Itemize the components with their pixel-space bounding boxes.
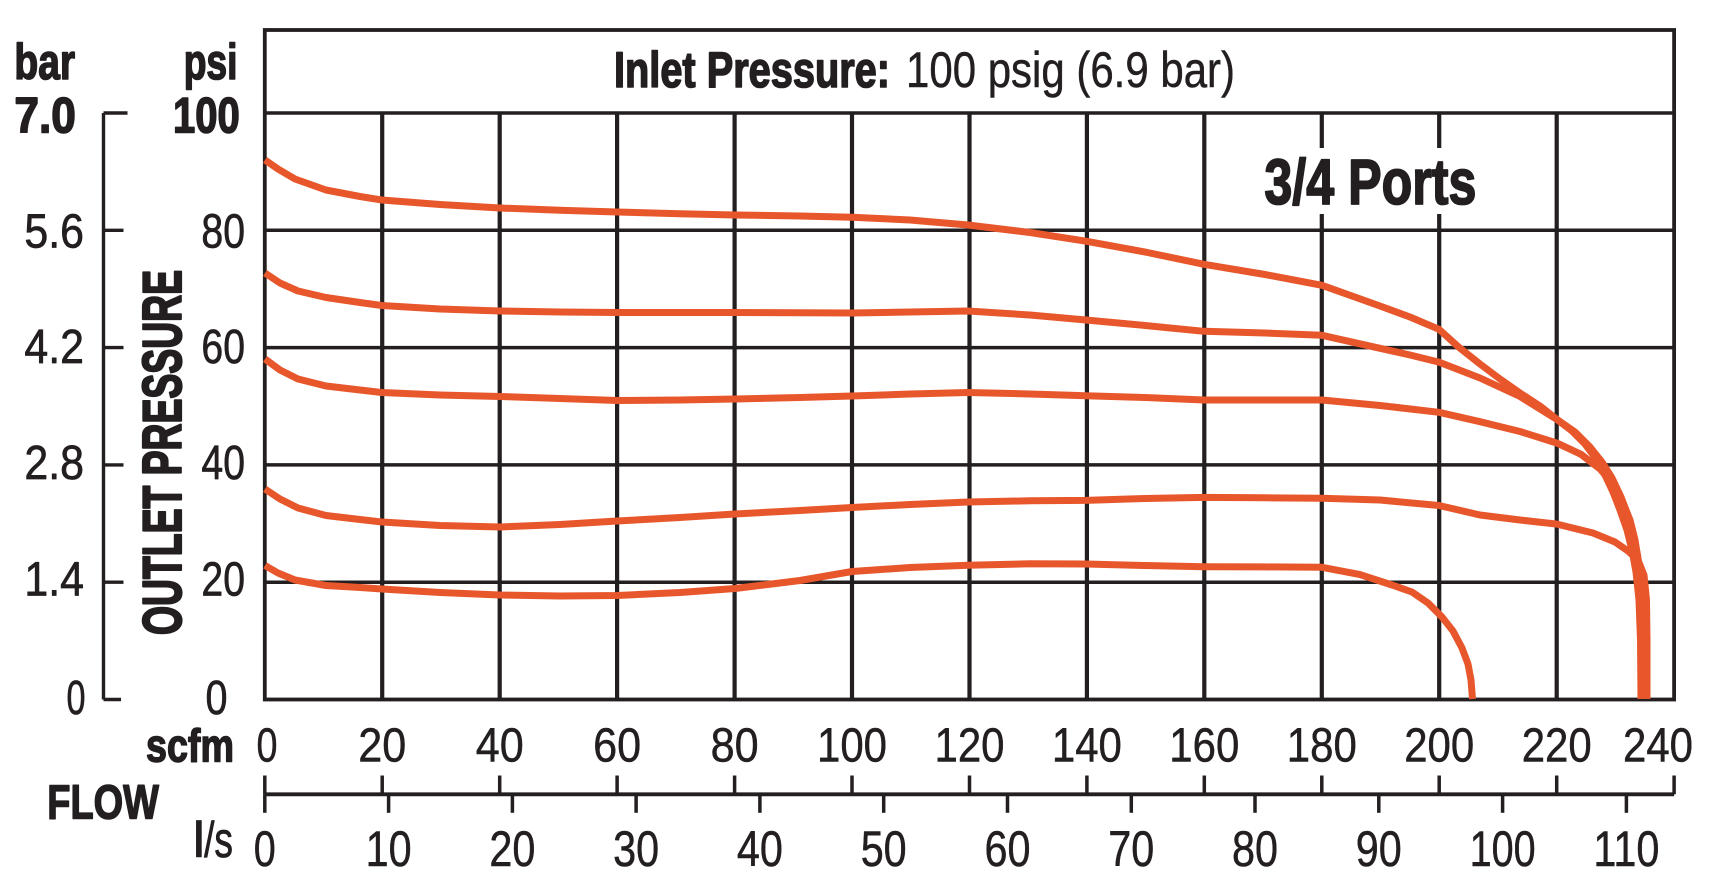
svg-text:80: 80 [1232,821,1278,877]
svg-text:100: 100 [817,720,887,773]
svg-text:50: 50 [861,821,907,877]
svg-text:20: 20 [489,821,535,877]
svg-text:100: 100 [1470,821,1536,877]
svg-text:0: 0 [67,672,86,725]
svg-text:40: 40 [737,821,783,877]
svg-text:60: 60 [985,821,1031,877]
svg-text:200: 200 [1404,720,1474,773]
svg-text:0: 0 [206,672,228,725]
svg-text:psi: psi [184,34,238,90]
svg-text:220: 220 [1522,720,1592,773]
svg-text:30: 30 [613,821,659,877]
svg-text:10: 10 [366,821,412,877]
svg-text:OUTLET PRESSURE: OUTLET PRESSURE [131,270,193,635]
svg-text:2.8: 2.8 [24,437,84,490]
svg-text:100 psig (6.9 bar): 100 psig (6.9 bar) [906,42,1235,98]
svg-text:100: 100 [173,87,240,143]
svg-text:7.0: 7.0 [14,87,76,143]
svg-text:scfm: scfm [146,720,234,772]
svg-text:40: 40 [476,720,524,773]
svg-text:70: 70 [1108,821,1154,877]
svg-text:110: 110 [1593,821,1659,877]
svg-text:120: 120 [935,720,1005,773]
svg-text:l/s: l/s [194,812,233,868]
svg-text:80: 80 [711,720,759,773]
svg-text:bar: bar [14,34,75,90]
svg-text:3/4 Ports: 3/4 Ports [1264,146,1476,218]
svg-text:160: 160 [1169,720,1239,773]
svg-text:1.4: 1.4 [24,554,84,607]
svg-text:60: 60 [593,720,641,773]
svg-text:5.6: 5.6 [24,206,84,259]
svg-text:0: 0 [254,821,276,877]
svg-text:180: 180 [1287,720,1357,773]
svg-text:240: 240 [1623,720,1693,773]
svg-text:20: 20 [358,720,406,773]
svg-text:Inlet Pressure:: Inlet Pressure: [614,42,890,98]
svg-text:60: 60 [201,321,245,374]
svg-text:FLOW: FLOW [47,776,159,829]
svg-text:140: 140 [1052,720,1122,773]
svg-text:90: 90 [1356,821,1402,877]
svg-text:80: 80 [201,206,245,259]
svg-text:0: 0 [257,720,278,773]
svg-text:20: 20 [201,554,245,607]
svg-text:4.2: 4.2 [24,321,84,374]
svg-text:40: 40 [201,437,245,490]
